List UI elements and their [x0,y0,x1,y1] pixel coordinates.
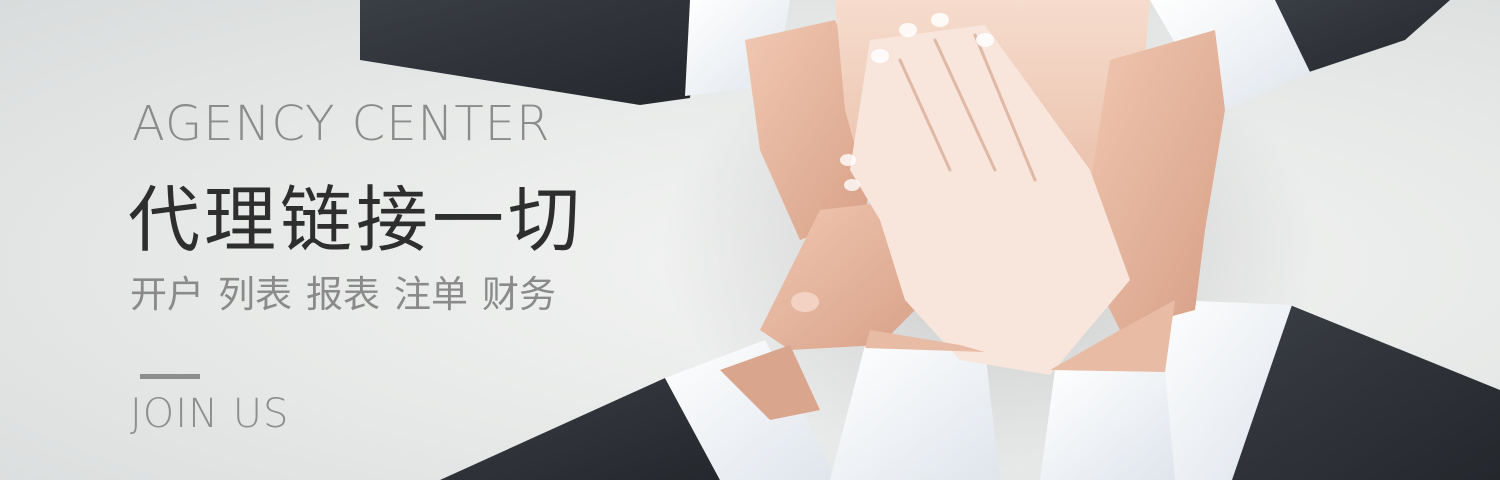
fingernail [976,33,994,47]
sleeve-top-right [1150,0,1450,110]
sleeve-bottom-left [440,340,835,480]
headline: 代理链接一切 [128,178,585,262]
service-item-bet-slip: 注单 [394,273,468,316]
banner-copy: AGENCY CENTER 代理链接一切 开户 列表 报表 注单 财务 JOIN… [0,0,700,480]
divider-rule [140,374,200,379]
eyebrow-title: AGENCY CENTER [132,96,551,152]
hands-stack [720,0,1225,420]
fingernail [844,179,860,191]
fingernail [899,23,917,37]
sleeve-bottom-right [830,300,1500,480]
service-list: 开户 列表 报表 注单 财务 [130,276,556,313]
thumb-nail [791,292,819,312]
join-us-link[interactable]: JOIN US [130,391,290,437]
service-item-report: 报表 [306,273,380,316]
fingernail [840,154,856,166]
service-item-finance: 财务 [482,273,556,316]
fingernail [931,13,949,27]
service-item-open-account: 开户 [130,273,204,316]
service-item-list: 列表 [218,273,292,316]
fingernail [871,49,889,63]
